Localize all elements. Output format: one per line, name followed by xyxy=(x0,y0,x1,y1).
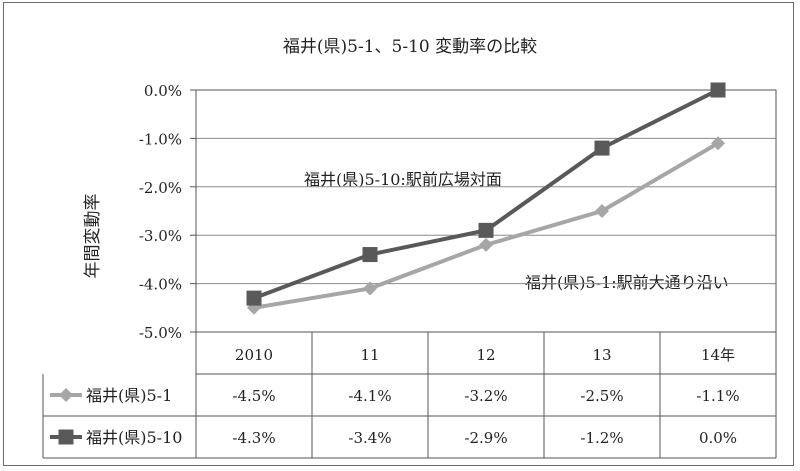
table-cell-value: -2.9% xyxy=(464,429,507,447)
data-point xyxy=(478,222,494,238)
data-point xyxy=(246,290,262,306)
y-axis-label: 年間変動率 xyxy=(83,194,103,279)
series-2 xyxy=(246,82,726,306)
chart-title: 福井(県)5-1、5-10 変動率の比較 xyxy=(283,37,537,57)
y-tick-label: -3.0% xyxy=(139,227,182,245)
data-point xyxy=(594,140,610,156)
table-cell-value: -2.5% xyxy=(580,387,623,405)
series-line xyxy=(253,88,719,300)
table-cell-value: 0.0% xyxy=(699,429,737,447)
y-tick-label: -2.0% xyxy=(139,179,182,197)
annotation-5-1: 福井(県)5-1:駅前大通り沿い xyxy=(525,273,729,292)
table-cell-value: -1.2% xyxy=(580,429,623,447)
x-category-label: 12 xyxy=(476,346,495,364)
annotation-5-10: 福井(県)5-10:駅前広場対面 xyxy=(304,170,502,189)
series-layer xyxy=(246,82,726,315)
data-point xyxy=(711,136,725,151)
legend-marker xyxy=(58,429,74,445)
chart-frame xyxy=(3,2,794,466)
x-category-label: 13 xyxy=(592,346,611,364)
x-category-label: 11 xyxy=(360,346,379,364)
x-category-label: 2010 xyxy=(235,346,273,364)
plot-area-border xyxy=(195,89,777,333)
table-cell-value: -4.1% xyxy=(348,387,391,405)
y-tick-labels: 0.0% -1.0% -2.0% -3.0% -4.0% -5.0% xyxy=(139,82,182,342)
y-tick-label: -5.0% xyxy=(139,324,182,342)
table-cell-value: -4.3% xyxy=(232,429,275,447)
data-point xyxy=(710,82,726,98)
data-point xyxy=(362,247,378,263)
legend-marker xyxy=(59,388,73,402)
table-cell-value: -3.2% xyxy=(464,387,507,405)
y-tick-label: 0.0% xyxy=(144,82,182,100)
y-tick-label: -1.0% xyxy=(139,130,182,148)
table-cell-value: -4.5% xyxy=(232,387,275,405)
data-point xyxy=(479,237,493,252)
data-point xyxy=(363,281,377,296)
gridlines xyxy=(190,89,777,333)
data-point xyxy=(595,204,609,218)
y-tick-label: -4.0% xyxy=(139,276,182,294)
legend-label: 福井(県)5-1 xyxy=(86,386,172,405)
table-cell-value: -1.1% xyxy=(696,387,739,405)
x-category-label: 14年 xyxy=(701,346,735,364)
table-cell-value: -3.4% xyxy=(348,429,391,447)
legend-label: 福井(県)5-10 xyxy=(86,428,182,447)
